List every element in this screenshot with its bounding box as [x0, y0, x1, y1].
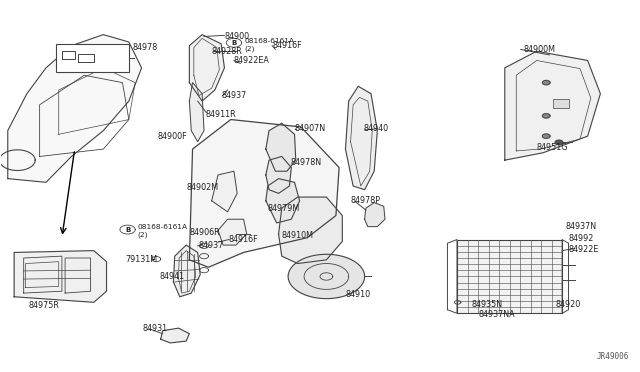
Polygon shape [189, 35, 225, 101]
Polygon shape [173, 245, 200, 297]
Text: 79131M: 79131M [125, 255, 158, 264]
Text: 84916F: 84916F [272, 41, 302, 50]
Text: 84928R: 84928R [212, 47, 243, 56]
Text: 84902M: 84902M [186, 183, 218, 192]
Polygon shape [212, 171, 237, 212]
Polygon shape [278, 197, 342, 263]
Polygon shape [266, 123, 296, 171]
Bar [552, 99, 568, 109]
Text: 84937NA: 84937NA [478, 310, 515, 319]
Text: 84906R: 84906R [189, 228, 220, 237]
Polygon shape [266, 179, 300, 223]
Text: 84937N: 84937N [565, 222, 596, 231]
Text: 84911R: 84911R [205, 109, 236, 119]
Text: 84920: 84920 [556, 300, 581, 310]
Text: 84922EA: 84922EA [234, 56, 270, 65]
Polygon shape [189, 83, 204, 142]
Text: 84935N: 84935N [472, 300, 503, 310]
Text: 84941: 84941 [159, 272, 184, 281]
Text: JR49006: JR49006 [596, 352, 629, 361]
Text: 84900M: 84900M [524, 45, 556, 54]
Text: (2): (2) [244, 45, 255, 52]
Text: 84978P: 84978P [351, 196, 381, 205]
Polygon shape [288, 254, 365, 299]
Text: 84900: 84900 [225, 32, 250, 41]
Polygon shape [266, 157, 291, 193]
Polygon shape [189, 119, 339, 267]
Text: 84916F: 84916F [229, 235, 259, 244]
Text: 84922E: 84922E [568, 246, 599, 254]
Text: 84979M: 84979M [268, 203, 300, 213]
Text: 84940: 84940 [364, 124, 388, 133]
Text: B: B [231, 40, 237, 46]
Polygon shape [542, 80, 550, 85]
Text: 84937: 84937 [199, 241, 224, 250]
Bar [457, 240, 562, 313]
Polygon shape [542, 113, 550, 118]
Text: 84910M: 84910M [282, 231, 314, 240]
Text: 84992: 84992 [568, 234, 594, 243]
Text: 84910: 84910 [346, 291, 371, 299]
Polygon shape [218, 219, 246, 245]
Text: 84907N: 84907N [294, 124, 326, 133]
Polygon shape [542, 134, 550, 138]
Polygon shape [365, 203, 385, 227]
Polygon shape [555, 140, 563, 145]
Text: (2): (2) [138, 232, 148, 238]
Text: 84951G: 84951G [537, 144, 568, 153]
Polygon shape [8, 35, 141, 182]
Polygon shape [346, 86, 378, 190]
Text: 84975R: 84975R [28, 301, 59, 310]
Text: 84900F: 84900F [157, 132, 187, 141]
Bar [56, 44, 129, 71]
Text: 84937: 84937 [221, 91, 246, 100]
Polygon shape [505, 51, 600, 160]
Text: B: B [125, 227, 130, 232]
Polygon shape [14, 251, 106, 302]
Text: 08168-6161A: 08168-6161A [244, 38, 294, 44]
Text: 84978: 84978 [132, 43, 157, 52]
Polygon shape [161, 328, 189, 343]
Text: 84978N: 84978N [290, 157, 321, 167]
Text: 84931: 84931 [143, 324, 168, 333]
Text: 08168-6161A: 08168-6161A [138, 224, 188, 230]
